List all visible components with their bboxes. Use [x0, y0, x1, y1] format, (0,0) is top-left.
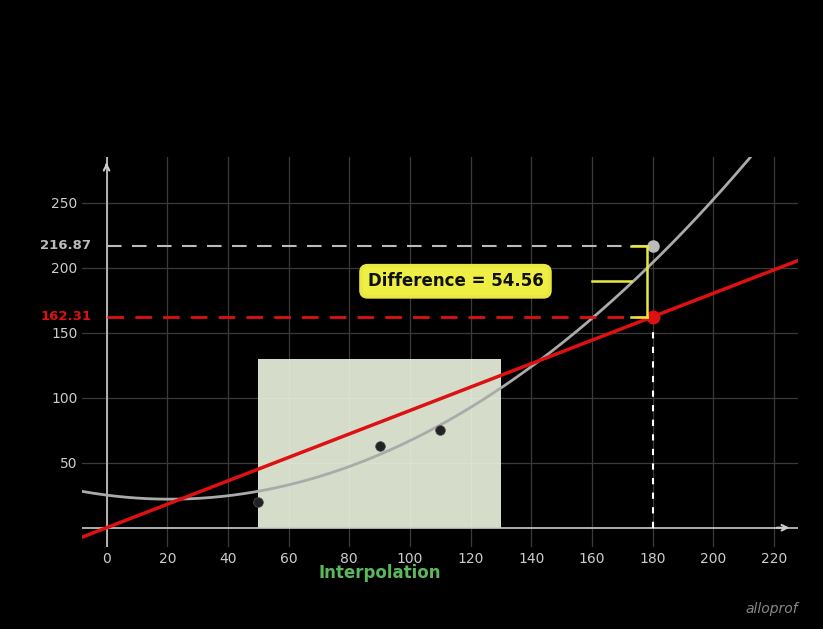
Text: alloprof: alloprof: [746, 603, 798, 616]
Text: Difference = 54.56: Difference = 54.56: [368, 272, 543, 290]
Bar: [258, 359, 501, 528]
Text: 162.31: 162.31: [40, 310, 91, 323]
Text: Interpolation: Interpolation: [319, 564, 441, 582]
Text: 216.87: 216.87: [40, 239, 91, 252]
